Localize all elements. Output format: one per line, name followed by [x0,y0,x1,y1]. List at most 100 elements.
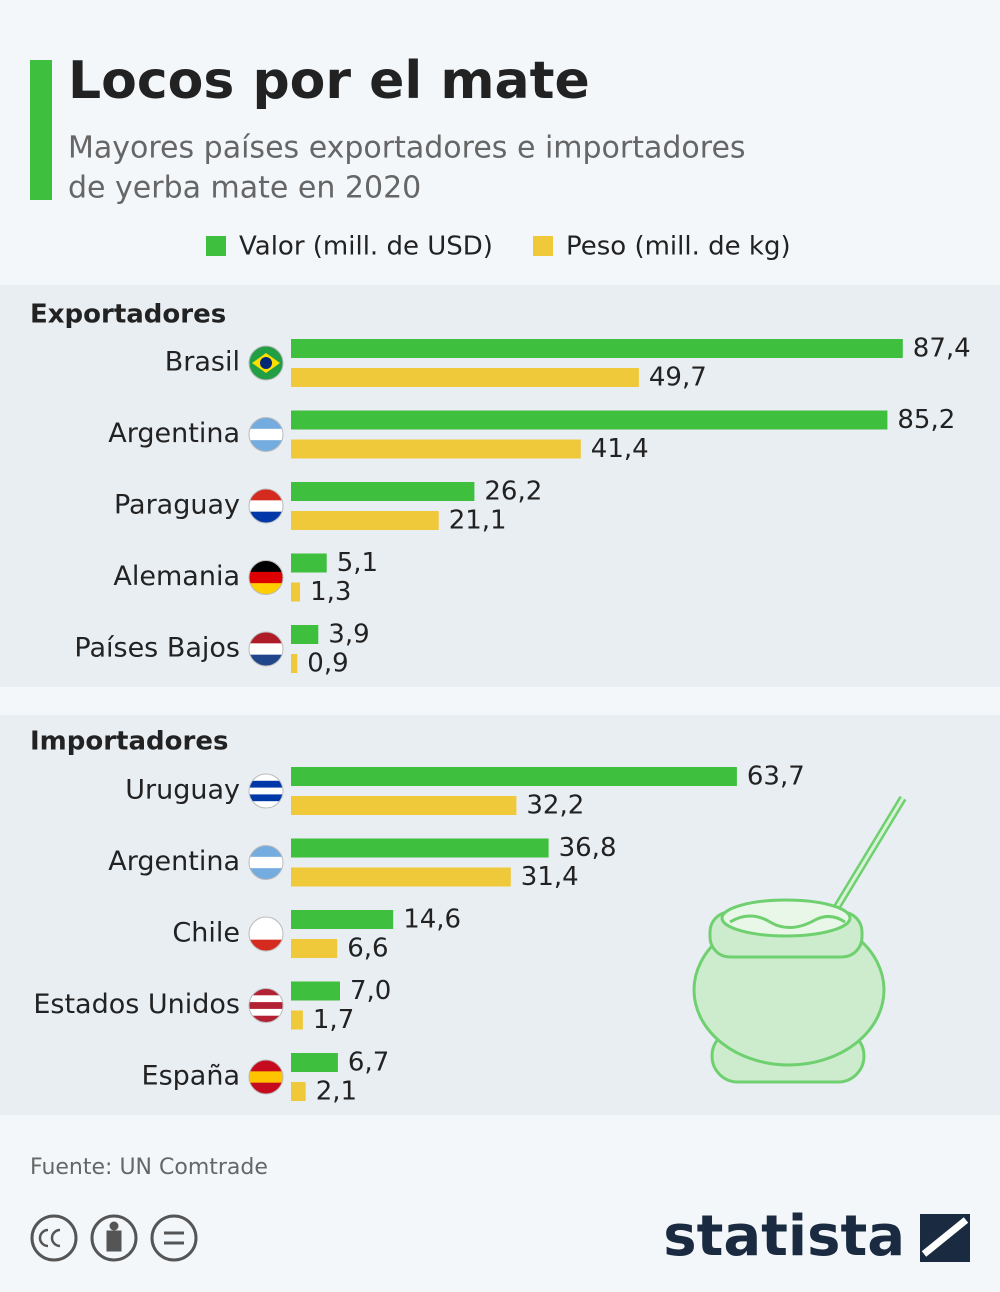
title: Locos por el mate [68,51,590,111]
value-label: 32,2 [526,791,584,821]
flag-stripe [249,845,283,858]
flag-border [248,1059,284,1095]
bar [291,511,439,530]
value-label: 26,2 [484,477,542,507]
bar [291,339,903,358]
flag-border [248,988,284,1023]
category-label: Argentina [108,418,240,449]
flag-stripe [249,928,283,941]
flag-stripe [249,868,283,880]
title-accent [30,60,52,200]
flag-border [248,845,284,880]
flag [249,917,283,951]
flag [249,489,283,523]
flag-stripe [249,787,283,795]
bar [291,1082,306,1101]
flag [249,988,283,1023]
value-label: 14,6 [403,905,461,935]
value-label: 21,1 [449,506,507,536]
bar [291,410,888,430]
flag-stripe [249,500,283,513]
bar [291,767,737,786]
legend-swatch [206,236,226,256]
flag-stripe [249,489,283,501]
bar [291,981,340,1001]
flag [249,560,283,595]
flag-detail [260,357,272,369]
value-label: 49,7 [649,363,707,393]
subtitle: Mayores países exportadores e importador… [68,131,746,166]
legend-label: Valor (mill. de USD) [239,232,493,262]
value-label: 85,2 [897,405,955,435]
category-label: Paraguay [114,490,240,521]
value-label: 1,7 [313,1005,354,1035]
bar [291,482,475,501]
flag-stripe [249,511,283,523]
flag-stripe [249,939,283,951]
category-label: Argentina [108,846,240,877]
bar [291,439,581,459]
flag-stripe [249,1015,283,1023]
flag-border [248,560,284,595]
subtitle: de yerba mate en 2020 [68,171,421,206]
bar [291,910,394,929]
flag-stripe [249,995,283,1003]
flag-stripe [249,780,283,789]
category-label: Uruguay [125,775,240,806]
section-title: Importadores [30,727,228,757]
flag [249,845,283,880]
value-label: 0,9 [307,649,348,679]
value-label: 3,9 [328,620,369,650]
flag-stripe [249,632,283,644]
brand: statista [663,1204,905,1269]
legend-label: Peso (mill. de kg) [566,232,791,262]
value-label: 36,8 [559,833,617,863]
value-label: 87,4 [913,334,971,364]
flag-stripe [249,440,283,452]
bar [291,625,319,644]
value-label: 41,4 [591,434,649,464]
flag-border [248,417,284,452]
value-label: 6,6 [347,934,388,964]
flag-stripe [249,774,283,782]
flag-stripe [249,1071,283,1084]
flag-stripe [249,856,283,869]
value-label: 7,0 [350,976,391,1006]
flag-stripe [249,571,283,584]
flag-border [248,631,284,667]
flag-stripe [249,583,283,595]
flag-border [248,773,284,809]
flag-border [248,916,284,952]
flag [249,1060,283,1094]
bar [291,654,298,673]
flag-stripe [249,988,283,996]
flag [249,346,283,380]
bar [291,553,327,573]
value-label: 2,1 [316,1077,357,1107]
flag-stripe [249,917,283,929]
flag-stripe [249,794,283,802]
flag [249,417,283,452]
mate-illustration [692,795,907,1084]
flag-stripe [249,654,283,666]
category-label: Alemania [113,561,240,592]
section-title: Exportadores [30,300,226,330]
bar [291,368,639,387]
flag-border [248,345,284,381]
flag-stripe [249,560,283,573]
flag [249,774,283,808]
category-label: España [142,1061,240,1092]
category-label: Chile [172,918,240,949]
category-label: Países Bajos [74,633,240,664]
flag-stripe [249,1082,283,1094]
category-label: Estados Unidos [33,989,240,1020]
flag-stripe [249,643,283,656]
value-label: 6,7 [348,1048,389,1078]
value-label: 31,4 [521,862,579,892]
bar [291,838,549,858]
flag-stripe [249,428,283,441]
bar [291,1010,303,1030]
flag-stripe [249,1060,283,1072]
bar [291,867,511,887]
